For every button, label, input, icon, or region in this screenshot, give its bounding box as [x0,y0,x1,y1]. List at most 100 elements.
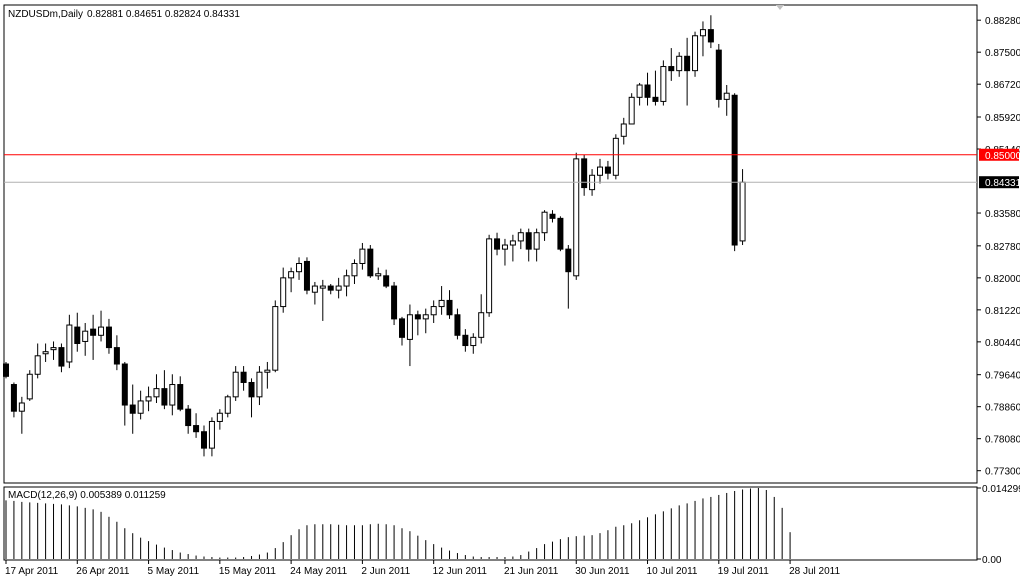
bearish-candle [105,326,112,349]
price-tick-label: 0.77300 [985,467,1020,478]
bullish-candle [34,355,41,375]
bearish-candle [557,217,564,250]
bullish-candle [470,336,477,347]
bearish-candle [462,334,469,347]
bullish-candle [430,306,437,316]
bearish-candle [367,248,374,277]
bearish-candle [525,232,532,250]
bearish-candle [446,299,453,316]
bullish-candle [422,314,429,320]
bullish-candle [597,166,603,176]
bullish-candle [628,96,635,125]
price-tick-label: 0.79640 [985,371,1020,382]
bearish-candle [3,363,9,377]
bearish-candle [74,326,81,344]
date-tick-label: 2 Jun 2011 [361,566,410,577]
macd-tick-label: 0.00 [982,555,1002,566]
bearish-candle [731,94,738,246]
price-tick-label: 0.86720 [985,80,1020,91]
bullish-candle [42,351,49,355]
bearish-candle [707,29,714,43]
bullish-candle [280,277,287,308]
bullish-candle [66,324,73,363]
bearish-candle [193,425,200,433]
bearish-candle [58,347,65,367]
bullish-candle [26,373,33,400]
bearish-candle [240,371,247,383]
level-price-label: 0.85000 [985,151,1020,162]
bearish-candle [715,49,722,100]
bullish-candle [82,330,89,342]
bullish-candle [739,181,746,242]
bullish-candle [272,306,279,371]
price-tick-label: 0.87500 [985,48,1020,59]
bullish-candle [98,326,105,336]
bullish-candle [288,271,295,279]
symbol-timeframe-label: NZDUSDm,Daily [8,9,83,20]
bullish-candle [319,285,326,289]
bullish-candle [359,248,366,264]
bearish-candle [303,260,310,291]
bullish-candle [692,35,699,72]
bullish-candle [145,396,152,402]
bullish-candle [573,158,580,277]
price-tick-label: 0.83580 [985,209,1020,220]
bearish-candle [161,388,168,406]
bearish-candle [391,285,398,320]
bearish-candle [399,318,405,338]
date-tick-label: 10 Jul 2011 [647,566,698,577]
bullish-candle [169,384,176,406]
bullish-candle [375,273,382,277]
price-tick-label: 0.81220 [985,306,1020,317]
bearish-candle [129,404,136,414]
price-tick-label: 0.82000 [985,274,1020,285]
bearish-candle [494,238,501,250]
bearish-candle [201,431,207,449]
bearish-candle [565,248,572,273]
date-tick-label: 12 Jun 2011 [433,566,488,577]
bearish-candle [581,158,588,189]
price-axis-ticks: 0.882800.875000.867200.859200.851400.835… [977,16,1020,478]
bullish-candle [137,400,144,414]
bearish-candle [454,314,461,336]
bullish-candle [216,412,223,422]
bullish-candle [612,137,619,176]
bearish-candle [644,84,651,98]
bearish-candle [383,275,390,287]
bullish-candle [335,285,342,291]
ohlc-values-label: 0.82881 0.84651 0.82824 0.84331 [87,9,240,20]
bullish-candle [541,211,548,234]
bullish-candle [438,299,445,308]
level-price-badge [979,148,1019,161]
bearish-candle [10,384,17,412]
bullish-candle [723,92,730,100]
date-tick-label: 21 Jun 2011 [504,566,559,577]
bullish-candle [153,388,160,398]
bearish-candle [652,96,659,102]
macd-histogram: 0.014299 0.00 [5,484,1020,566]
axis-labels: 17 Apr 2011 26 Apr 2011 5 May 2011 15 May 2… [5,560,840,577]
candlestick-series [3,15,746,457]
bullish-candle [208,420,215,449]
bullish-candle [50,347,57,351]
bullish-candle [620,123,627,137]
bullish-candle [486,238,493,314]
date-tick-label: 15 May 2011 [219,566,277,577]
bullish-candle [533,232,540,250]
bearish-candle [185,408,192,427]
macd-tick-label: 0.014299 [982,484,1020,495]
bearish-candle [684,55,691,72]
price-lines: 0.85000 0.84331 [4,148,1020,189]
bearish-candle [668,66,675,72]
date-tick-label: 28 Jul 2011 [789,566,840,577]
bullish-candle [256,371,263,398]
bullish-candle [351,262,358,277]
bearish-candle [90,328,97,336]
bullish-candle [676,55,683,72]
bearish-candle [113,347,120,365]
bullish-candle [509,240,516,246]
bullish-candle [660,66,667,102]
bullish-candle [478,312,485,338]
